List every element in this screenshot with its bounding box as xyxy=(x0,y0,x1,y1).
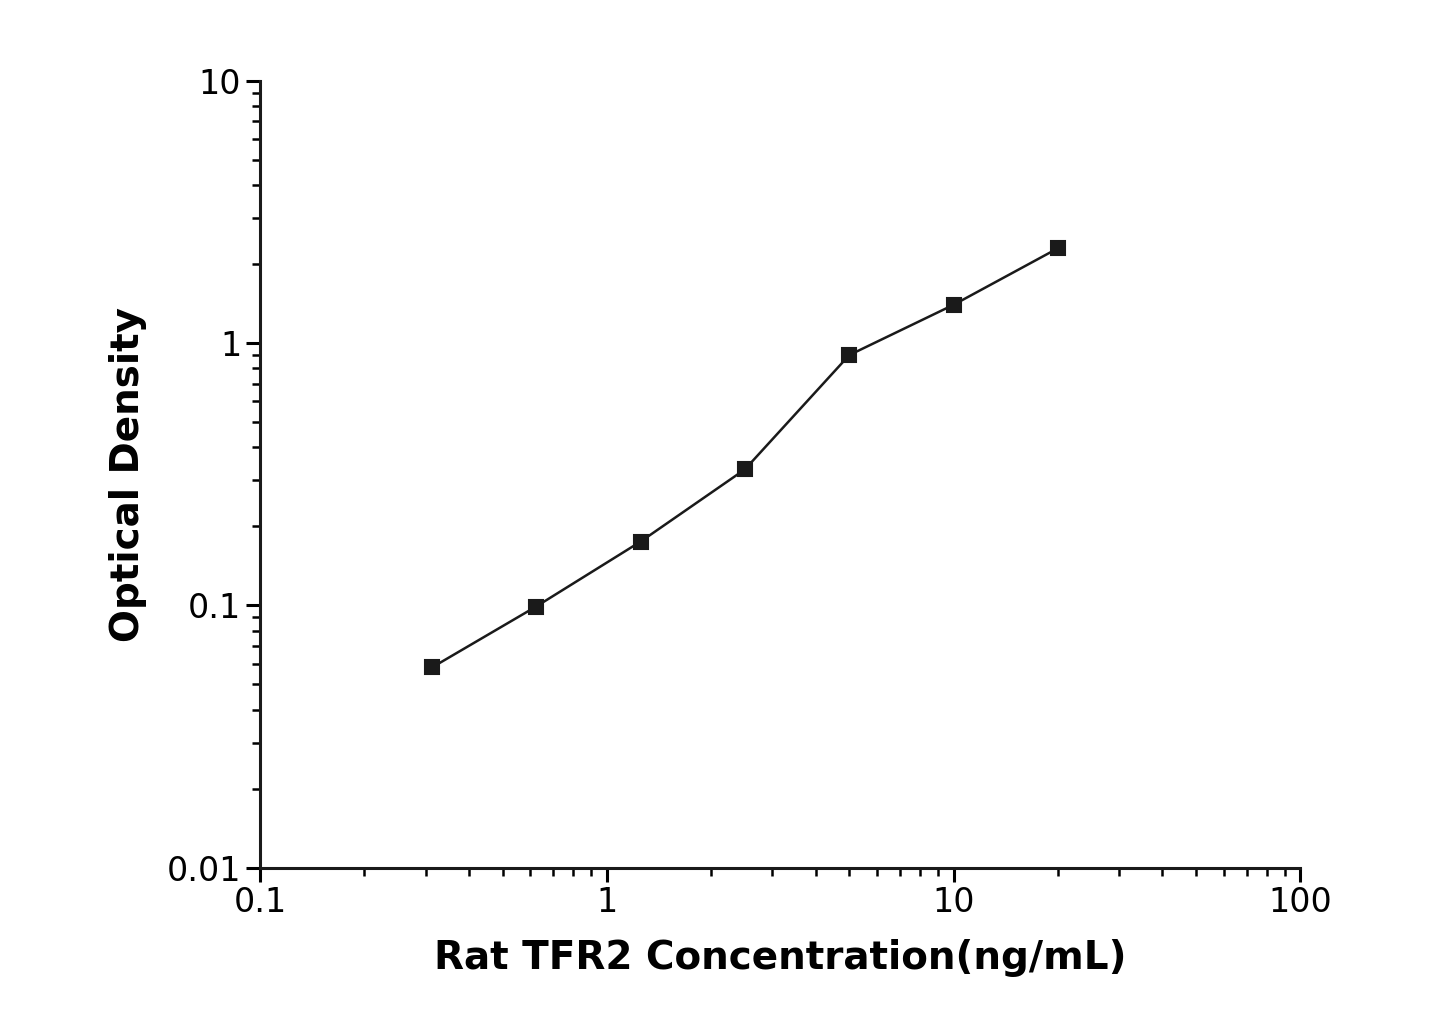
Y-axis label: Optical Density: Optical Density xyxy=(110,307,147,642)
X-axis label: Rat TFR2 Concentration(ng/mL): Rat TFR2 Concentration(ng/mL) xyxy=(434,939,1127,977)
